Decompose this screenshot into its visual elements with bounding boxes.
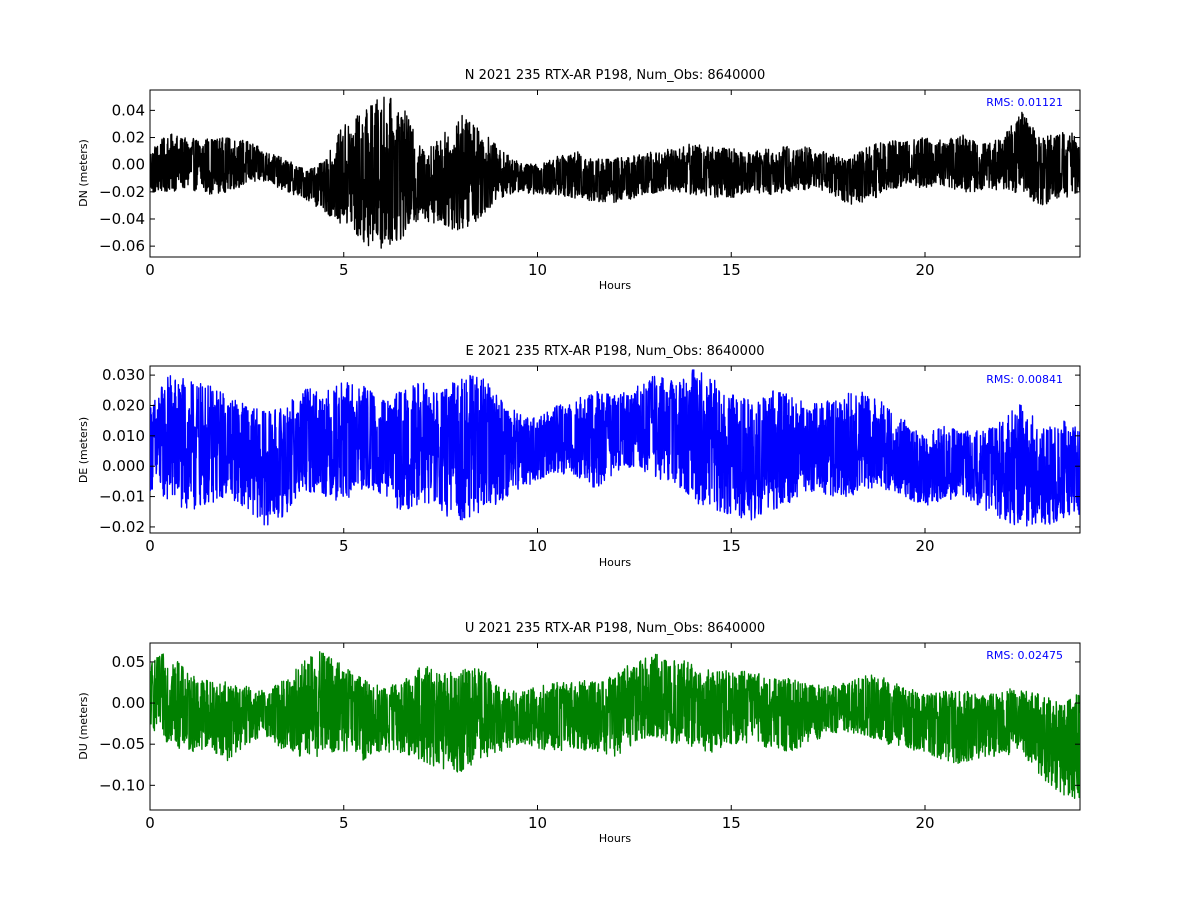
y-tick-label: 0.010 [102, 427, 145, 445]
y-tick-label: −0.01 [99, 488, 145, 506]
x-tick-label: 20 [915, 814, 934, 832]
y-tick-label: 0.020 [102, 396, 145, 414]
x-tick-label: 10 [528, 537, 547, 555]
x-tick-label: 0 [145, 537, 155, 555]
annotation-rms-north: RMS: 0.01121 [986, 96, 1063, 109]
y-tick-label: −0.02 [99, 518, 145, 536]
ticks: 0 5 10 15 20 −0.10 −0.05 0.00 0.05 [99, 643, 1080, 832]
y-tick-label: 0.00 [112, 694, 145, 712]
ylabel-north: DN (meters) [77, 139, 90, 207]
y-tick-label: 0.05 [112, 653, 145, 671]
ticks: 0 5 10 15 20 −0.06 −0.04 −0.02 0.00 0.02 0.04 [99, 90, 1080, 279]
series-line [150, 369, 1080, 527]
y-tick-label: 0.02 [112, 129, 145, 147]
data-marks [150, 369, 1080, 527]
y-tick-label: 0.04 [112, 101, 145, 119]
ylabel-east: DE (meters) [77, 417, 90, 483]
x-tick-label: 15 [722, 814, 741, 832]
y-tick-label: −0.06 [99, 237, 145, 255]
y-tick-label: −0.10 [99, 776, 145, 794]
panel-east: E 2021 235 RTX-AR P198, Num_Obs: 8640000… [77, 344, 1081, 569]
xlabel-north: Hours [599, 279, 631, 292]
x-tick-label: 0 [145, 814, 155, 832]
x-tick-label: 0 [145, 261, 155, 279]
panel-up: U 2021 235 RTX-AR P198, Num_Obs: 8640000… [77, 621, 1081, 845]
x-tick-label: 20 [915, 261, 934, 279]
xlabel-up: Hours [599, 832, 631, 845]
y-tick-label: 0.00 [112, 156, 145, 174]
x-tick-label: 10 [528, 261, 547, 279]
annotation-rms-east: RMS: 0.00841 [986, 373, 1063, 386]
series-line [150, 96, 1080, 249]
y-tick-label: 0.030 [102, 366, 145, 384]
data-marks [150, 96, 1080, 249]
x-tick-label: 5 [339, 537, 349, 555]
ylabel-up: DU (meters) [77, 692, 90, 759]
title-up: U 2021 235 RTX-AR P198, Num_Obs: 8640000 [465, 621, 765, 636]
data-marks [150, 651, 1080, 799]
y-tick-label: −0.05 [99, 735, 145, 753]
x-tick-label: 15 [722, 261, 741, 279]
x-tick-label: 10 [528, 814, 547, 832]
title-east: E 2021 235 RTX-AR P198, Num_Obs: 8640000 [466, 344, 765, 359]
panel-north: N 2021 235 RTX-AR P198, Num_Obs: 8640000… [77, 68, 1081, 292]
xlabel-east: Hours [599, 556, 631, 569]
y-tick-label: −0.02 [99, 183, 145, 201]
series-line [150, 651, 1080, 799]
y-tick-label: −0.04 [99, 210, 145, 228]
x-tick-label: 15 [722, 537, 741, 555]
y-tick-label: 0.000 [102, 457, 145, 475]
ticks: 0 5 10 15 20 −0.02 −0.01 0.000 0.010 0.020 0.030 [99, 366, 1080, 555]
x-tick-label: 5 [339, 261, 349, 279]
title-north: N 2021 235 RTX-AR P198, Num_Obs: 8640000 [465, 68, 765, 83]
x-tick-label: 5 [339, 814, 349, 832]
x-tick-label: 20 [915, 537, 934, 555]
annotation-rms-up: RMS: 0.02475 [986, 649, 1063, 662]
